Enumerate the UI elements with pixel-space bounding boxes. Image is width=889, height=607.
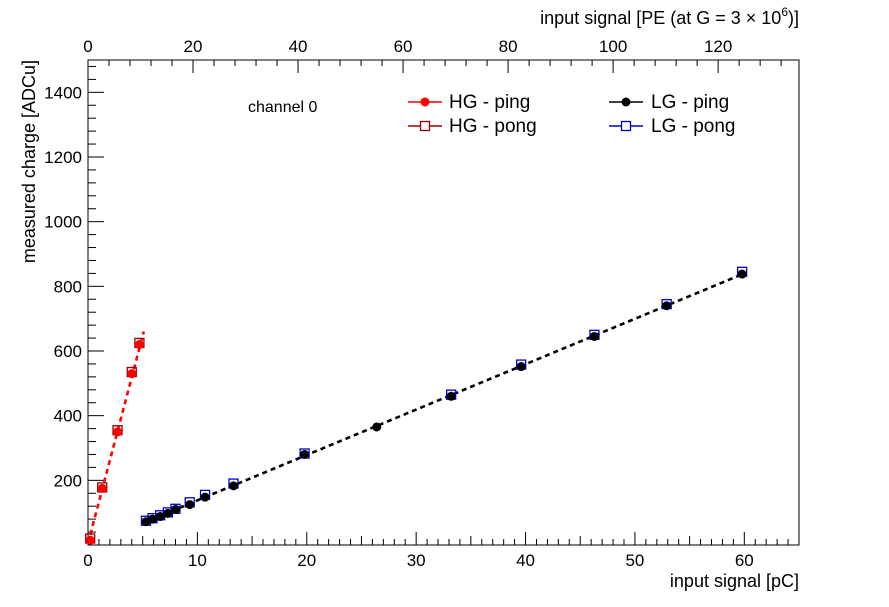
point-lg-ping: [148, 514, 158, 524]
legend-entry-hg-ping: HG - ping: [408, 92, 530, 113]
fit-line-hg-fit: [86, 331, 146, 544]
top-axis-label-exponent: 6: [781, 5, 788, 19]
point-hg-ping: [127, 369, 137, 379]
top-axis-label: input signal [PE (at G = 3 × 106)]: [540, 5, 799, 28]
x-axis-label: input signal [pC]: [670, 571, 799, 591]
point-lg-ping: [589, 331, 599, 341]
x-tick-label: 10: [188, 551, 207, 570]
y-tick-label: 1400: [44, 83, 82, 102]
legend-marker-hg-ping: [420, 97, 430, 107]
legend-marker-lg-pong: [620, 120, 632, 132]
legend: HG - ping LG - ping HG - pong LG - pong: [408, 92, 736, 137]
point-lg-ping: [228, 481, 238, 491]
top-tick-label: 100: [599, 37, 627, 56]
point-lg-ping: [185, 500, 195, 510]
legend-entry-lg-ping: LG - ping: [609, 92, 729, 113]
y-tick-label: 1200: [44, 148, 82, 167]
legend-label-lg-ping: LG - ping: [651, 92, 729, 113]
point-lg-ping: [171, 504, 181, 514]
top-tick-label: 40: [289, 37, 308, 56]
x-tick-label: 60: [735, 551, 754, 570]
point-hg-ping: [134, 340, 144, 350]
x-tick-label: 50: [625, 551, 644, 570]
legend-marker-hg-pong: [419, 120, 431, 132]
annotation-channel: channel 0: [248, 99, 317, 116]
plot-frame: [87, 59, 800, 546]
legend-marker-lg-ping: [621, 97, 631, 107]
legend-label-hg-ping: HG - ping: [449, 92, 530, 113]
top-tick-label: 120: [704, 37, 732, 56]
top-tick-label: 20: [184, 37, 203, 56]
top-tick-label: 0: [83, 37, 92, 56]
point-hg-ping: [113, 427, 123, 437]
point-lg-ping: [155, 512, 165, 522]
y-tick-label: 1000: [44, 213, 82, 232]
y-tick-label: 600: [54, 342, 82, 361]
point-hg-ping: [85, 535, 95, 545]
point-lg-ping: [516, 362, 526, 372]
legend-entry-hg-pong: HG - pong: [408, 116, 537, 137]
axes: 0 10 20 30 40 50 60 200 400 600 800 1000 1200 1400 0 20…: [44, 37, 800, 570]
top-axis-label-main: input signal [PE (at G = 3 × 10: [540, 8, 781, 28]
point-lg-ping: [372, 422, 382, 432]
point-lg-ping: [300, 449, 310, 459]
data-points: [85, 266, 748, 545]
point-lg-ping: [200, 492, 210, 502]
point-lg-ping: [662, 301, 672, 311]
top-axis-label-end: )]: [788, 8, 799, 28]
x-tick-label: 40: [516, 551, 535, 570]
legend-entry-lg-pong: LG - pong: [609, 116, 736, 137]
x-tick-label: 30: [407, 551, 426, 570]
legend-label-hg-pong: HG - pong: [449, 116, 537, 137]
point-lg-ping: [737, 269, 747, 279]
point-lg-ping: [163, 508, 173, 518]
legend-label-lg-pong: LG - pong: [651, 116, 736, 137]
top-tick-label: 80: [499, 37, 518, 56]
point-hg-ping: [97, 483, 107, 493]
top-tick-label: 60: [394, 37, 413, 56]
y-tick-label: 200: [54, 471, 82, 490]
point-lg-ping: [446, 391, 456, 401]
x-tick-label: 20: [297, 551, 316, 570]
y-tick-label: 800: [54, 277, 82, 296]
x-tick-label: 0: [83, 551, 92, 570]
y-axis-label: measured charge [ADCu]: [19, 60, 39, 263]
y-tick-label: 400: [54, 407, 82, 426]
